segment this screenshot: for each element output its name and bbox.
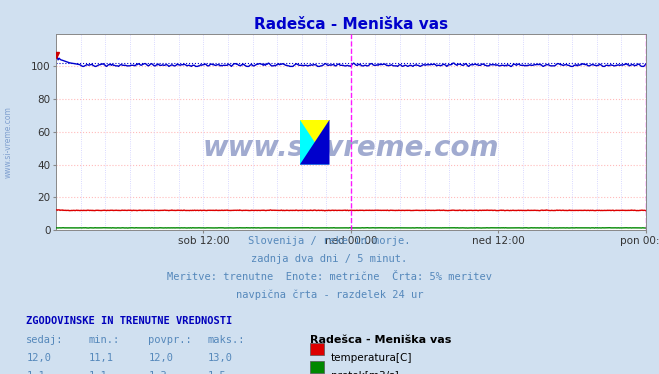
Text: povpr.:: povpr.:	[148, 335, 192, 346]
Text: 1,1: 1,1	[89, 371, 107, 374]
Title: Radešca - Meniška vas: Radešca - Meniška vas	[254, 18, 448, 33]
Text: Radešca - Meniška vas: Radešca - Meniška vas	[310, 335, 451, 346]
Text: maks.:: maks.:	[208, 335, 245, 346]
Text: 1,5: 1,5	[208, 371, 226, 374]
Polygon shape	[300, 120, 330, 165]
Text: Meritve: trenutne  Enote: metrične  Črta: 5% meritev: Meritve: trenutne Enote: metrične Črta: …	[167, 272, 492, 282]
Polygon shape	[300, 120, 330, 165]
Text: temperatura[C]: temperatura[C]	[331, 353, 413, 364]
Text: Slovenija / reke in morje.: Slovenija / reke in morje.	[248, 236, 411, 246]
Text: 12,0: 12,0	[148, 353, 173, 364]
Text: ZGODOVINSKE IN TRENUTNE VREDNOSTI: ZGODOVINSKE IN TRENUTNE VREDNOSTI	[26, 316, 233, 326]
Text: pretok[m3/s]: pretok[m3/s]	[331, 371, 399, 374]
Text: 12,0: 12,0	[26, 353, 51, 364]
Text: 1,3: 1,3	[148, 371, 167, 374]
Text: www.si-vreme.com: www.si-vreme.com	[4, 106, 13, 178]
Text: min.:: min.:	[89, 335, 120, 346]
Polygon shape	[300, 120, 330, 165]
Text: zadnja dva dni / 5 minut.: zadnja dva dni / 5 minut.	[251, 254, 408, 264]
Text: 13,0: 13,0	[208, 353, 233, 364]
Text: www.si-vreme.com: www.si-vreme.com	[203, 134, 499, 162]
Text: navpična črta - razdelek 24 ur: navpična črta - razdelek 24 ur	[236, 289, 423, 300]
Text: sedaj:: sedaj:	[26, 335, 64, 346]
Text: 11,1: 11,1	[89, 353, 114, 364]
Text: 1,1: 1,1	[26, 371, 45, 374]
